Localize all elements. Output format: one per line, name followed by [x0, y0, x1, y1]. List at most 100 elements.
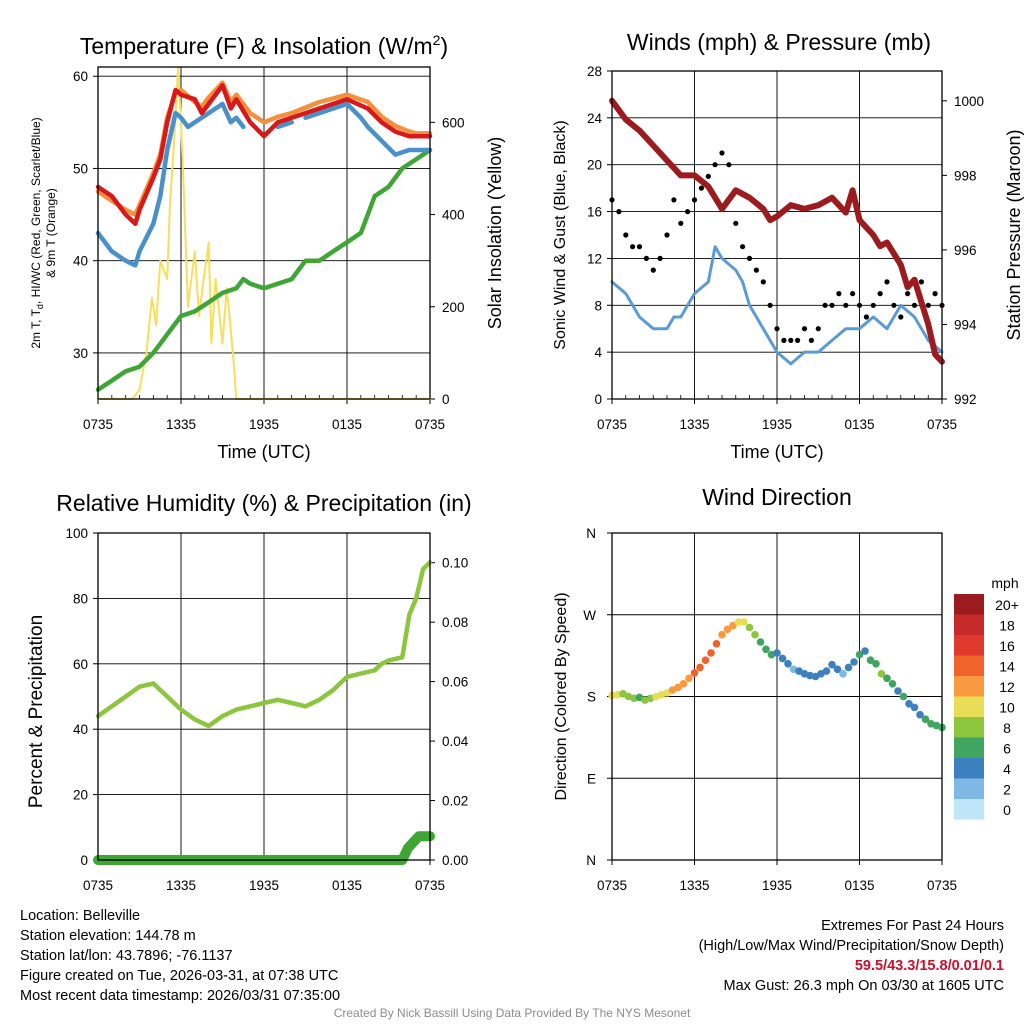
y-axis-label-line2: & 9m T (Orange) — [44, 188, 58, 278]
direction-point — [685, 674, 693, 683]
series-line-relative-humidity — [95, 560, 433, 729]
direction-point — [833, 665, 842, 674]
colorbar-swatch — [954, 696, 984, 717]
direction-point — [916, 710, 924, 719]
gust-point — [740, 244, 746, 250]
direction-point — [894, 687, 902, 695]
gust-point — [925, 302, 931, 308]
gust-point — [788, 337, 794, 343]
direction-point — [899, 692, 908, 701]
x-tick-label: 1935 — [762, 878, 792, 893]
gust-point — [746, 255, 753, 261]
direction-point — [756, 638, 765, 646]
gust-point — [630, 244, 636, 250]
gust-point — [671, 197, 677, 203]
direction-point — [888, 680, 897, 688]
direction-point — [751, 630, 759, 639]
series-line-sonic-wind — [610, 245, 944, 366]
x-tick-label: 0135 — [844, 417, 874, 432]
latlon-text: Station lat/lon: 43.7896; -76.1137 — [20, 948, 233, 964]
gust-point — [918, 279, 925, 285]
title-superscript: 2 — [433, 32, 441, 48]
gust-point — [843, 302, 849, 308]
y-right-tick-label: 600 — [442, 115, 465, 130]
x-tick-label: 0735 — [415, 417, 445, 432]
gust-point — [753, 267, 760, 273]
series-line-solar-insolation — [97, 66, 431, 400]
direction-point — [872, 660, 880, 668]
y-axis-label: Direction (Colored By Speed) — [553, 592, 570, 800]
series-line-2m-t — [95, 83, 433, 227]
gust-point — [863, 314, 870, 320]
direction-point — [784, 660, 792, 668]
colorbar-label: 0 — [1003, 802, 1011, 818]
y-label-subscript: d — [35, 304, 45, 309]
y-right-tick-label: 400 — [442, 208, 465, 223]
x-tick-label: 0735 — [597, 878, 627, 893]
colorbar-swatch — [954, 676, 984, 697]
gust-point — [698, 185, 705, 191]
chart-title: Winds (mph) & Pressure (mb) — [627, 29, 931, 55]
x-tick-label: 0135 — [844, 878, 874, 893]
gust-point — [636, 244, 643, 250]
direction-point — [701, 656, 710, 664]
x-tick-label: 0735 — [83, 417, 113, 432]
gust-point — [733, 220, 739, 226]
p2-panel: 0735 1335 1935 0135 0735 Winds (mph) & Pressu… — [552, 29, 1024, 462]
direction-point — [839, 670, 847, 678]
gust-point — [685, 209, 691, 215]
x-tick-label: 1335 — [679, 878, 709, 893]
series-line-td — [95, 147, 433, 393]
gust-point — [781, 337, 787, 343]
gust-point — [891, 302, 897, 308]
y-axis-label-line1: 2m T, Td, HI/WC (Red, Green, Scarlet/Blu… — [29, 117, 45, 348]
direction-point — [718, 630, 726, 639]
gust-point — [822, 302, 828, 308]
y-label-part: , HI/WC (Red, Green, Scarlet/Blue) — [29, 117, 43, 304]
colorbar-label: 4 — [1003, 761, 1011, 777]
y-tick-label: N — [586, 526, 596, 541]
extremes-heading: Extremes For Past 24 Hours — [821, 918, 1004, 934]
plot-border — [97, 532, 431, 861]
direction-point — [773, 649, 781, 657]
y-axis-label: Sonic Wind & Gust (Blue, Black) — [552, 120, 569, 349]
y-tick-label: 30 — [73, 346, 88, 361]
gust-point — [836, 291, 842, 297]
gust-point — [932, 291, 938, 297]
y-tick-label: 16 — [587, 205, 602, 220]
gust-point — [877, 291, 883, 297]
y-tick-label: 4 — [594, 345, 602, 360]
x-tick-label: 0735 — [597, 417, 627, 432]
y-axis-label-right: Solar Insolation (Yellow) — [485, 137, 505, 329]
elevation-text: Station elevation: 144.78 m — [20, 928, 196, 944]
max-gust-text: Max Gust: 26.3 mph On 03/30 at 1605 UTC — [723, 978, 1004, 994]
y-right-tick-label: 0 — [442, 392, 450, 407]
title-text: Temperature (F) & Insolation (W/m — [80, 33, 433, 59]
y-tick-label: 0 — [80, 853, 88, 868]
colorbar-swatch — [954, 594, 984, 615]
y-tick-label: 0 — [594, 392, 602, 407]
direction-point — [905, 700, 913, 708]
p1-panel: 0735 1335 1935 0135 0735 Temperature (F) & In… — [29, 32, 505, 462]
colorbar-label: 8 — [1003, 720, 1011, 736]
colorbar-label: 10 — [999, 700, 1015, 716]
x-axis-label: Time (UTC) — [217, 442, 310, 462]
y-tick-label: S — [587, 690, 596, 705]
colorbar-swatch — [954, 737, 984, 758]
gust-point — [623, 232, 629, 238]
gust-point — [870, 302, 876, 308]
chart-title: Relative Humidity (%) & Precipitation (i… — [56, 490, 471, 516]
direction-point — [828, 660, 836, 669]
x-tick-label: 0735 — [927, 878, 957, 893]
y-tick-label: 24 — [587, 111, 603, 126]
y-tick-label: 40 — [73, 254, 88, 269]
gust-point — [726, 162, 732, 168]
gust-point — [643, 255, 650, 261]
x-tick-label: 0735 — [927, 417, 957, 432]
y-right-tick-label: 0.10 — [442, 556, 468, 571]
direction-point — [723, 625, 732, 634]
gust-point — [801, 326, 808, 332]
colorbar-label: 12 — [999, 679, 1015, 695]
plot-border — [97, 66, 431, 400]
